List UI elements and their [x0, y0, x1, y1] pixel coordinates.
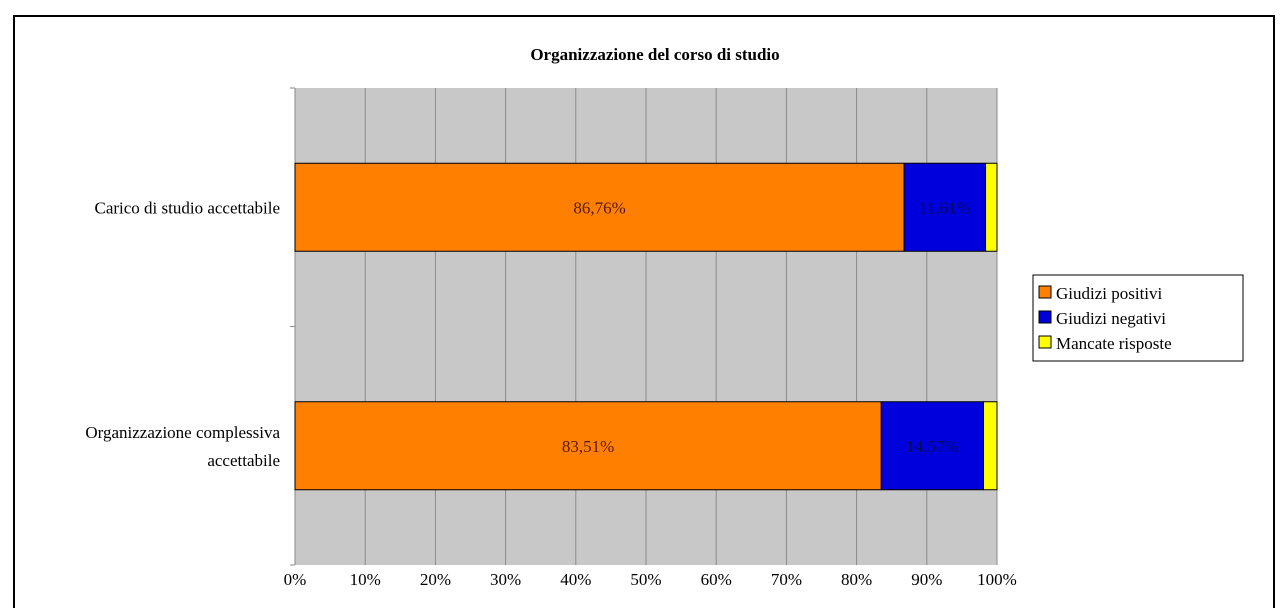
category-label: Organizzazione complessiva: [85, 423, 280, 442]
x-tick-label: 40%: [560, 570, 591, 589]
data-label: 83,51%: [562, 437, 614, 456]
bar-segment: [985, 162, 998, 252]
x-tick-label: 10%: [350, 570, 381, 589]
legend-swatch: [1038, 285, 1052, 299]
x-tick-label: 60%: [701, 570, 732, 589]
legend-label: Giudizi positivi: [1056, 284, 1163, 303]
x-tick-label: 20%: [420, 570, 451, 589]
x-tick-label: 30%: [490, 570, 521, 589]
legend-label: Mancate risposte: [1056, 334, 1172, 353]
data-label: 86,76%: [573, 198, 625, 217]
legend-swatch: [1038, 335, 1052, 349]
data-label: 14,57%: [906, 437, 958, 456]
x-tick-label: 0%: [284, 570, 307, 589]
bar-segment: [983, 401, 998, 491]
x-tick-label: 90%: [911, 570, 942, 589]
x-tick-label: 50%: [630, 570, 661, 589]
bar-segment: [294, 162, 905, 252]
legend: Giudizi positivi Giudizi negativi Mancate …: [1032, 274, 1244, 362]
chart-title: Organizzazione del corso di studio: [530, 45, 779, 64]
legend-box: [1032, 274, 1244, 362]
category-label: Carico di studio accettabile: [94, 198, 280, 217]
data-label: 11,61%: [919, 198, 971, 217]
category-label: accettabile: [207, 451, 280, 470]
legend-swatch: [1038, 310, 1052, 324]
legend-label: Giudizi negativi: [1056, 309, 1166, 328]
x-tick-label: 80%: [841, 570, 872, 589]
plot-area: 86,76% 11,61% Carico di studio accettabile…: [85, 87, 1017, 589]
x-tick-label: 100%: [977, 570, 1017, 589]
bar-segment: [294, 401, 882, 491]
x-tick-label: 70%: [771, 570, 802, 589]
bar-segment: [880, 401, 985, 491]
bar-segment: [903, 162, 987, 252]
